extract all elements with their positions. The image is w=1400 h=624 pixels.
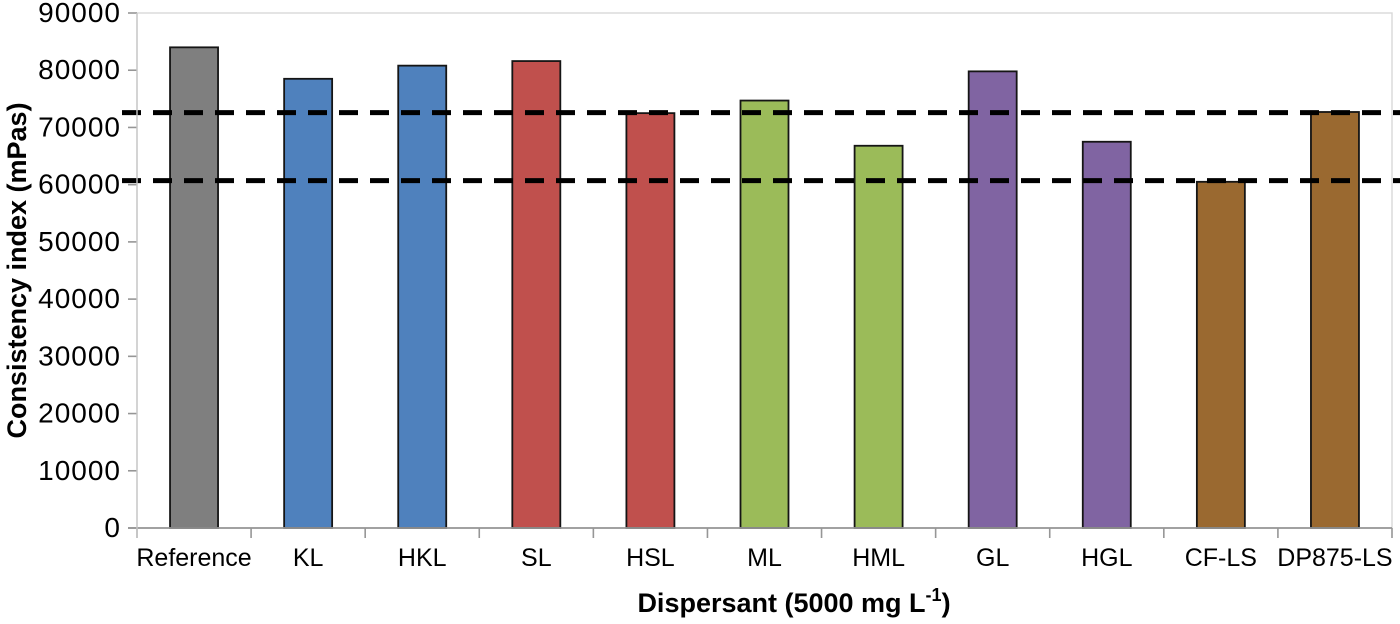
y-tick-label: 0 <box>104 512 121 543</box>
x-tick-label-dp875-ls: DP875-LS <box>1277 544 1392 572</box>
bar-gl <box>967 70 1018 529</box>
y-tick-label: 10000 <box>38 455 121 486</box>
y-tick-label: 90000 <box>38 0 121 28</box>
bar-hml <box>853 144 904 529</box>
x-tick-label-ml: ML <box>747 544 782 572</box>
x-tick-label-reference: Reference <box>136 544 251 572</box>
y-tick-label: 40000 <box>38 283 121 314</box>
y-tick-label: 70000 <box>38 111 121 142</box>
y-axis-title: Consistency index (mPas) <box>2 102 32 438</box>
bar-hsl <box>625 112 676 529</box>
x-tick-label-hml: HML <box>852 544 905 572</box>
y-tick-label: 60000 <box>38 169 121 200</box>
bar-hkl <box>397 64 448 529</box>
x-tick-label-gl: GL <box>976 544 1009 572</box>
x-tick-label-kl: KL <box>293 544 324 572</box>
x-axis-title: Dispersant (5000 mg L-1) <box>637 585 950 618</box>
y-tick-label: 30000 <box>38 340 121 371</box>
y-tick-label: 50000 <box>38 226 121 257</box>
x-tick-label-cf-ls: CF-LS <box>1185 544 1257 572</box>
x-tick-label-hkl: HKL <box>398 544 447 572</box>
x-tick-label-sl: SL <box>521 544 552 572</box>
x-tick-label-hgl: HGL <box>1081 544 1133 572</box>
y-tick-label: 80000 <box>38 54 121 85</box>
bar-cf-ls <box>1195 180 1246 529</box>
bar-dp875-ls <box>1310 111 1360 529</box>
bar-sl <box>511 60 562 529</box>
x-tick-label-hsl: HSL <box>626 544 675 572</box>
y-tick-label: 20000 <box>38 398 121 429</box>
bar-reference <box>169 46 219 529</box>
bar-hgl <box>1081 140 1132 529</box>
bar-ml <box>739 99 790 529</box>
bar-kl <box>283 77 334 529</box>
